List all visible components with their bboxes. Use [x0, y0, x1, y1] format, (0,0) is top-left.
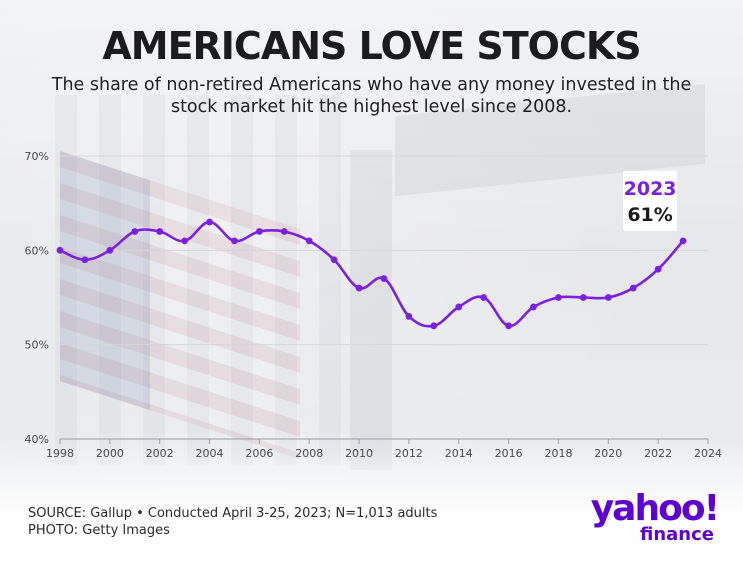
background-fade — [0, 439, 743, 569]
data-point-1999 — [81, 256, 89, 264]
x-tick-label: 2006 — [245, 447, 273, 460]
data-point-2012 — [405, 312, 413, 320]
data-point-2022 — [654, 265, 662, 273]
x-tick-label: 2004 — [196, 447, 224, 460]
data-point-2005 — [231, 237, 238, 245]
x-tick-label: 2018 — [544, 447, 572, 460]
grid-lines — [60, 155, 708, 440]
x-tick-label: 2014 — [445, 447, 473, 460]
data-point-2009 — [330, 256, 338, 264]
data-points — [56, 218, 687, 330]
y-axis-ticks: 40% 50% 60% 70% — [25, 150, 49, 446]
y-tick-label: 60% — [25, 244, 49, 257]
x-tick-label: 2002 — [146, 447, 174, 460]
series-line — [58, 220, 685, 328]
y-tick-label: 50% — [25, 339, 49, 352]
annotation-year: 2023 — [624, 178, 677, 200]
data-point-2007 — [280, 228, 288, 235]
logo-yahoo: yahoo! — [590, 488, 720, 529]
data-point-2018 — [555, 294, 562, 301]
chart-title: AMERICANS LOVE STOCKS — [102, 24, 641, 68]
data-point-2000 — [106, 246, 114, 254]
data-point-2011 — [380, 275, 388, 283]
data-point-2021 — [629, 284, 637, 292]
data-point-2023 — [679, 237, 687, 245]
x-axis-ticks: 1998 2000 2002 2004 2006 2008 2010 2012 2014 2016… — [46, 439, 722, 460]
x-tick-label: 2010 — [345, 447, 373, 460]
x-tick-label: 2016 — [495, 447, 523, 460]
data-point-2004 — [206, 218, 213, 226]
chart-subtitle: The share of non-retired Americans who h… — [40, 74, 703, 118]
data-point-2020 — [604, 294, 612, 301]
source-text: SOURCE: Gallup • Conducted April 3-25, 2… — [28, 506, 438, 521]
subtitle-line-1: The share of non-retired Americans who h… — [51, 75, 692, 95]
x-tick-label: 2020 — [594, 447, 622, 460]
yahoo-finance-logo: yahoo! finance — [584, 490, 724, 550]
source-note: SOURCE: Gallup • Conducted April 3-25, 2… — [28, 505, 437, 539]
x-tick-label: 2000 — [96, 447, 124, 460]
subtitle-line-2: stock market hit the highest level since… — [170, 97, 573, 117]
x-tick-label: 2008 — [295, 447, 323, 460]
x-tick-label: 2024 — [694, 447, 722, 460]
x-tick-label: 1998 — [46, 447, 74, 460]
data-point-2001 — [131, 228, 139, 235]
data-point-2016 — [505, 322, 513, 330]
x-tick-label: 2012 — [395, 447, 423, 460]
data-point-2017 — [530, 303, 537, 311]
data-point-2002 — [156, 228, 164, 235]
data-point-2010 — [355, 284, 363, 292]
data-point-2015 — [480, 294, 488, 301]
data-point-1998 — [56, 246, 64, 254]
annotation-value: 61% — [627, 204, 672, 226]
data-point-2014 — [455, 303, 463, 311]
y-tick-label: 40% — [25, 433, 49, 446]
photo-credit: PHOTO: Getty Images — [28, 523, 170, 538]
annotation-callout: 2023 61% — [623, 170, 678, 231]
data-point-2008 — [305, 237, 313, 245]
data-point-2019 — [579, 294, 587, 301]
annotation-box — [623, 170, 678, 231]
logo-finance: finance — [640, 524, 714, 545]
data-point-2006 — [255, 228, 263, 235]
y-tick-label: 70% — [25, 150, 49, 163]
x-tick-label: 2022 — [644, 447, 672, 460]
background-pole — [350, 150, 392, 470]
background-building — [55, 95, 355, 465]
data-point-2013 — [430, 322, 438, 330]
data-point-2003 — [181, 237, 189, 245]
